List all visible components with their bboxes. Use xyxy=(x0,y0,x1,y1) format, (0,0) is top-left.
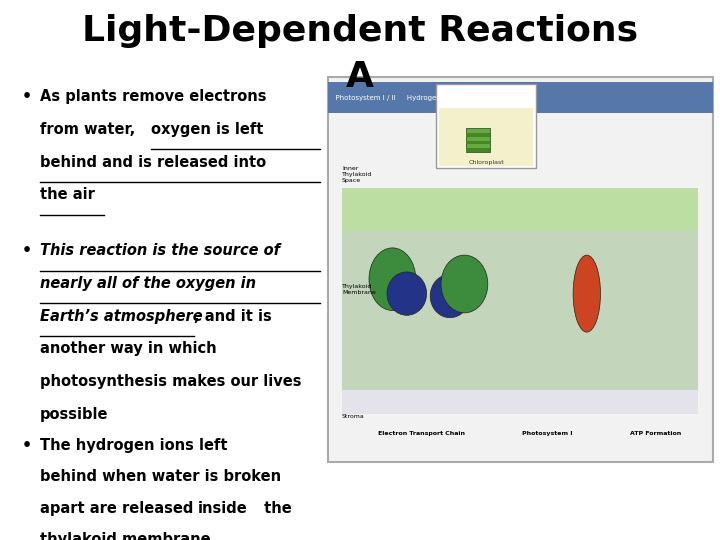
Bar xyxy=(342,231,698,414)
Text: , and it is: , and it is xyxy=(194,308,272,323)
Text: As plants remove electrons: As plants remove electrons xyxy=(40,89,266,104)
Bar xyxy=(439,109,533,166)
Text: possible: possible xyxy=(40,407,108,422)
Ellipse shape xyxy=(387,272,426,315)
Text: The hydrogen ions left: The hydrogen ions left xyxy=(40,438,227,453)
Text: Photosystem I: Photosystem I xyxy=(522,431,572,436)
Ellipse shape xyxy=(441,255,488,313)
Text: behind when water is broken: behind when water is broken xyxy=(40,469,281,484)
Bar xyxy=(328,77,713,462)
Text: apart are released: apart are released xyxy=(40,501,198,516)
Ellipse shape xyxy=(369,248,416,310)
Text: from water,: from water, xyxy=(40,122,140,137)
Text: This reaction is the source of: This reaction is the source of xyxy=(40,243,279,258)
Text: ATP Formation: ATP Formation xyxy=(630,431,681,436)
Text: •: • xyxy=(22,89,32,104)
Text: Chloroplast: Chloroplast xyxy=(468,160,504,165)
Text: behind and is released into: behind and is released into xyxy=(40,154,266,170)
Text: •: • xyxy=(22,243,32,258)
Text: Earth’s atmosphere: Earth’s atmosphere xyxy=(40,308,202,323)
Text: oxygen is left: oxygen is left xyxy=(151,122,264,137)
Text: Electron Transport Chain: Electron Transport Chain xyxy=(378,431,465,436)
Bar xyxy=(342,188,698,390)
Text: thylakoid membrane: thylakoid membrane xyxy=(40,532,210,540)
Text: Light-Dependent Reactions: Light-Dependent Reactions xyxy=(82,15,638,49)
Text: Thylakoid
Membrane: Thylakoid Membrane xyxy=(342,284,376,295)
Text: photosynthesis makes our lives: photosynthesis makes our lives xyxy=(40,374,301,389)
Text: the: the xyxy=(259,501,292,516)
Bar xyxy=(466,127,490,152)
Text: Inner
Thylakoid
Space: Inner Thylakoid Space xyxy=(342,166,372,183)
Text: the air: the air xyxy=(40,187,94,202)
Ellipse shape xyxy=(431,274,470,318)
Text: nearly all of the oxygen in: nearly all of the oxygen in xyxy=(40,276,256,291)
Bar xyxy=(466,133,490,137)
Text: Stroma: Stroma xyxy=(342,414,365,419)
Bar xyxy=(466,140,490,144)
Bar xyxy=(466,148,490,152)
Bar xyxy=(328,82,713,113)
Text: A: A xyxy=(346,60,374,94)
Text: •: • xyxy=(22,438,32,453)
Bar xyxy=(436,84,536,168)
Text: another way in which: another way in which xyxy=(40,341,216,356)
Text: inside: inside xyxy=(198,501,248,516)
Ellipse shape xyxy=(573,255,600,332)
Text: Photosystem I / II     Hydrogen ion Movement: Photosystem I / II Hydrogen ion Movement xyxy=(331,94,493,101)
